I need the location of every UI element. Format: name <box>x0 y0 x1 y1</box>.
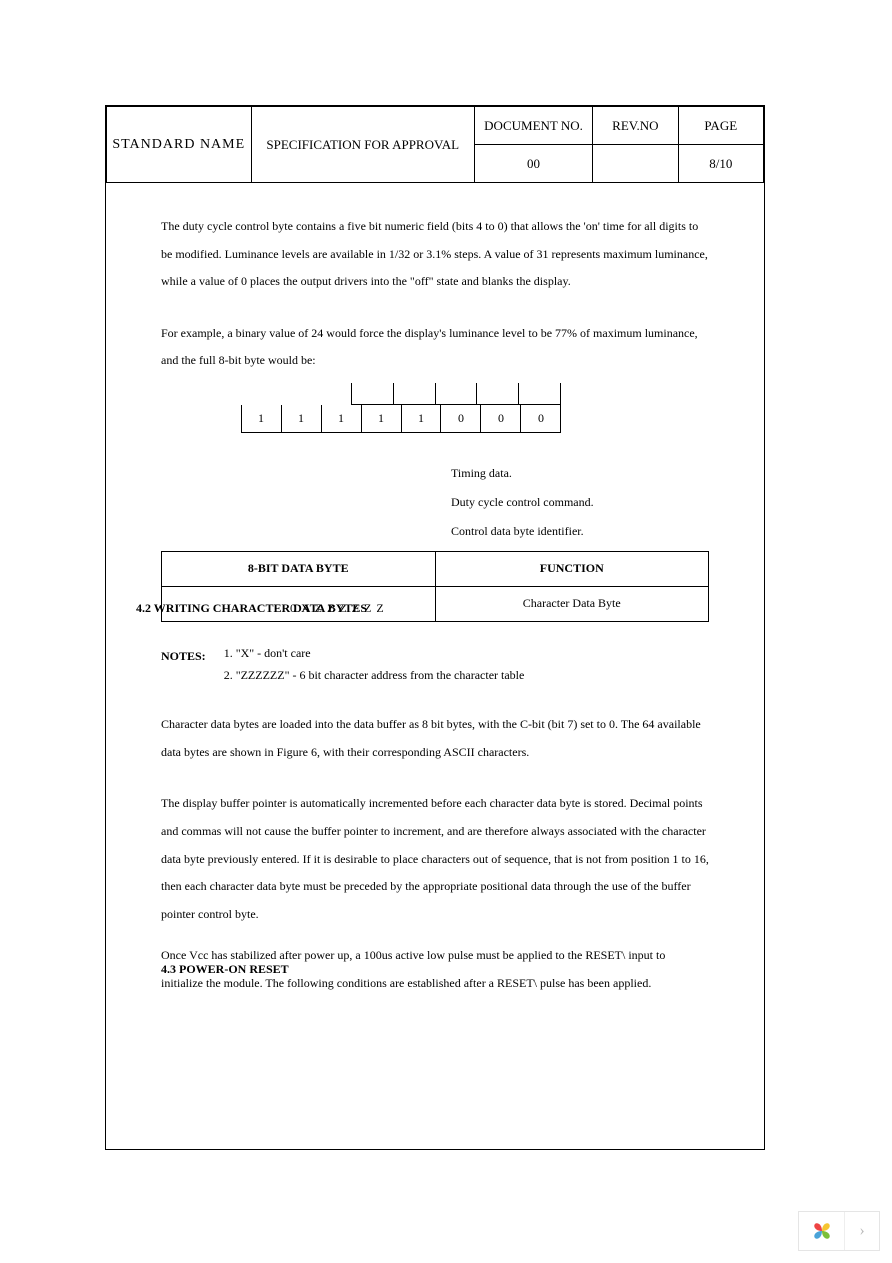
byte-table-left-cell: 4.2 WRITING CHARACTER DATA BYTES 0 X Z Z… <box>162 586 436 621</box>
note-1: 1. "X" - don't care <box>224 642 525 665</box>
spec-cell: SPECIFICATION FOR APPROVAL <box>251 107 474 183</box>
note-2: 2. "ZZZZZZ" - 6 bit character address fr… <box>224 664 525 687</box>
rev-no-label: REV.NO <box>593 107 678 145</box>
paragraph-example: For example, a binary value of 24 would … <box>161 320 709 375</box>
paragraph-char-data: Character data bytes are loaded into the… <box>161 711 709 766</box>
notes-block: NOTES: 1. "X" - don't care 2. "ZZZZZZ" -… <box>161 642 709 688</box>
floating-widget: › <box>798 1211 880 1251</box>
flower-icon <box>809 1218 835 1244</box>
doc-no-label: DOCUMENT NO. <box>474 107 592 145</box>
standard-name-cell: STANDARD NAME <box>107 107 252 183</box>
page-value: 8/10 <box>678 145 763 183</box>
notes-label: NOTES: <box>161 645 206 668</box>
doc-no-value: 00 <box>474 145 592 183</box>
bit-5: 1 <box>321 405 361 433</box>
byte-pattern: 0 X Z Z Z Z Z Z <box>290 595 385 623</box>
bit-7: 1 <box>241 405 281 433</box>
chevron-right-icon: › <box>859 1222 864 1240</box>
rev-no-value <box>593 145 678 183</box>
section-4-3-title: 4.3 POWER-ON RESET <box>161 956 289 984</box>
label-duty-cycle: Duty cycle control command. <box>451 488 709 517</box>
bit-3: 1 <box>401 405 441 433</box>
header-table: STANDARD NAME SPECIFICATION FOR APPROVAL… <box>106 106 764 183</box>
bit-1: 0 <box>481 405 521 433</box>
data-byte-table: 8-BIT DATA BYTE FUNCTION 4.2 WRITING CHA… <box>161 551 709 621</box>
byte-table-header-1: 8-BIT DATA BYTE <box>162 552 436 587</box>
label-timing: Timing data. <box>451 459 709 488</box>
byte-table-header-2: FUNCTION <box>435 552 709 587</box>
paragraph-duty-cycle: The duty cycle control byte contains a f… <box>161 213 709 296</box>
section-4-3: Once Vcc has stabilized after power up, … <box>161 942 709 997</box>
bit-6: 1 <box>281 405 321 433</box>
bit-diagram: 1 1 1 1 1 0 0 0 <box>241 383 581 451</box>
widget-next-button[interactable]: › <box>845 1212 879 1250</box>
document-page: STANDARD NAME SPECIFICATION FOR APPROVAL… <box>105 105 765 1150</box>
bit-4: 1 <box>361 405 401 433</box>
label-control-byte: Control data byte identifier. <box>451 517 709 546</box>
widget-logo[interactable] <box>799 1212 845 1250</box>
byte-table-right-cell: Character Data Byte <box>435 586 709 621</box>
diagram-labels: Timing data. Duty cycle control command.… <box>451 459 709 545</box>
bit-0: 0 <box>521 405 561 433</box>
page-label: PAGE <box>678 107 763 145</box>
paragraph-buffer-pointer: The display buffer pointer is automatica… <box>161 790 709 928</box>
document-body: The duty cycle control byte contains a f… <box>106 183 764 1017</box>
bit-2: 0 <box>441 405 481 433</box>
